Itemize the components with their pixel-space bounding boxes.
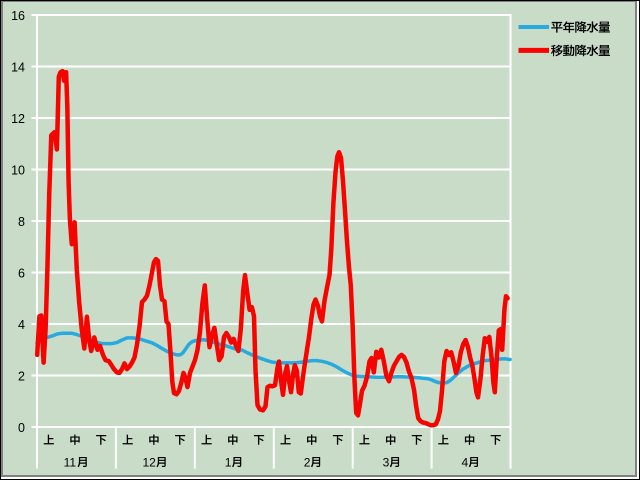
- svg-text:6: 6: [18, 267, 25, 281]
- svg-text:10: 10: [11, 164, 25, 178]
- svg-text:2: 2: [18, 370, 25, 384]
- svg-text:2: 2: [304, 455, 311, 469]
- svg-text:3: 3: [383, 455, 390, 469]
- svg-text:8: 8: [18, 215, 25, 229]
- svg-text:12: 12: [143, 455, 157, 469]
- svg-text:16: 16: [11, 9, 25, 23]
- svg-text:1: 1: [225, 455, 232, 469]
- svg-text:4: 4: [18, 318, 25, 332]
- svg-text:4: 4: [462, 455, 469, 469]
- svg-text:0: 0: [18, 421, 25, 435]
- svg-text:14: 14: [11, 61, 25, 75]
- svg-text:11: 11: [64, 455, 77, 469]
- svg-text:12: 12: [11, 112, 25, 126]
